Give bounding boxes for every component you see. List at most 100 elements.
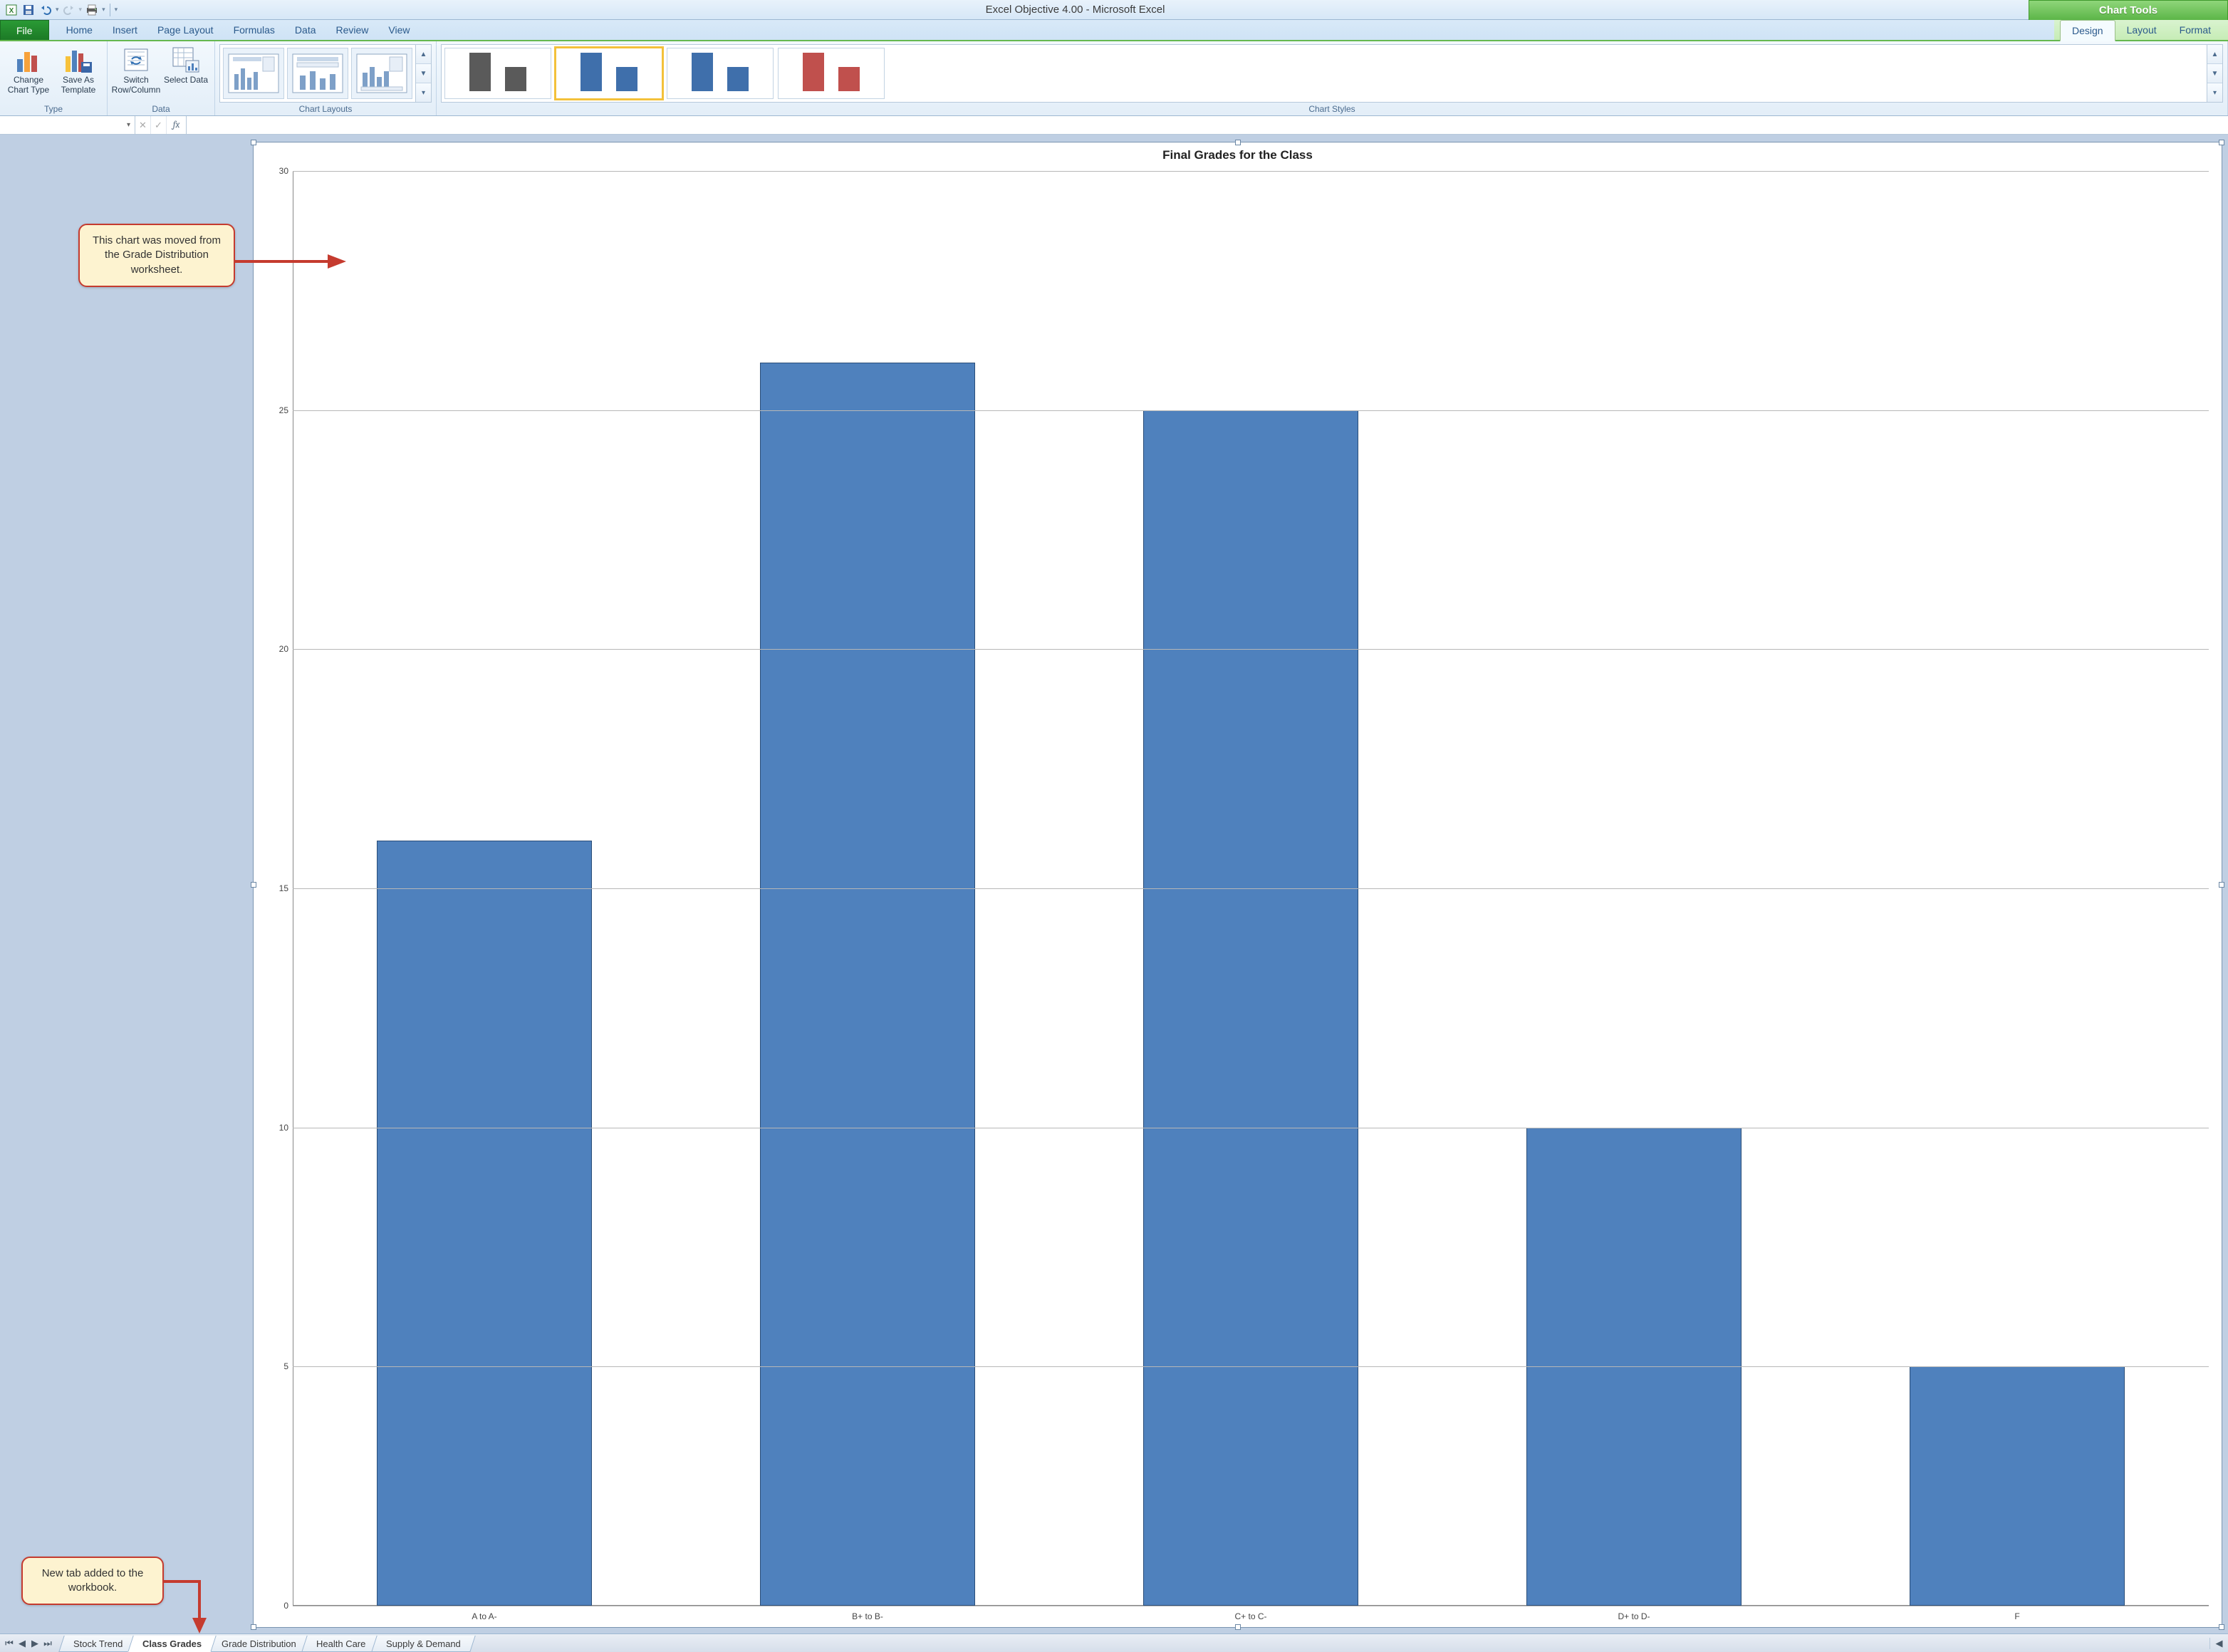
- resize-handle[interactable]: [2219, 882, 2224, 888]
- gallery-up-icon[interactable]: ▲: [416, 45, 431, 64]
- select-data-icon: [172, 46, 200, 74]
- file-tab[interactable]: File: [0, 20, 49, 40]
- x-tick-label: F: [1826, 1611, 2209, 1621]
- annotation-callout: New tab added to the workbook.: [21, 1557, 164, 1606]
- switch-icon: [122, 46, 150, 74]
- sheet-tab-health-care[interactable]: Health Care: [302, 1636, 381, 1652]
- tab-home[interactable]: Home: [56, 20, 103, 40]
- tab-formulas[interactable]: Formulas: [224, 20, 285, 40]
- first-sheet-icon[interactable]: ⏮: [3, 1636, 16, 1651]
- resize-handle[interactable]: [2219, 140, 2224, 145]
- plot-area[interactable]: 051015202530: [293, 171, 2209, 1606]
- chart-style-option[interactable]: [556, 48, 662, 99]
- last-sheet-icon[interactable]: ⏭: [41, 1636, 54, 1651]
- group-data: Switch Row/Column Select Data Data: [108, 41, 215, 115]
- gallery-more-icon[interactable]: ▾: [2207, 83, 2222, 102]
- resize-handle[interactable]: [251, 882, 256, 888]
- worksheet-area: Final Grades for the Class 051015202530 …: [0, 135, 2228, 1633]
- bar[interactable]: [1910, 1366, 2124, 1606]
- print-icon[interactable]: [85, 3, 99, 17]
- gridline: [293, 410, 2209, 411]
- select-data-button[interactable]: Select Data: [162, 44, 210, 87]
- x-tick-label: B+ to B-: [676, 1611, 1059, 1621]
- gallery-down-icon[interactable]: ▼: [2207, 64, 2222, 83]
- sheet-tab-grade-distribution[interactable]: Grade Distribution: [207, 1636, 311, 1652]
- change-chart-type-button[interactable]: Change Chart Type: [4, 44, 53, 97]
- gallery-down-icon[interactable]: ▼: [416, 64, 431, 83]
- ribbon-tabs: File HomeInsertPage LayoutFormulasDataRe…: [0, 20, 2228, 41]
- formula-input[interactable]: [187, 116, 2228, 134]
- enter-icon: ✓: [151, 116, 167, 134]
- gridline: [293, 649, 2209, 650]
- svg-text:X: X: [9, 7, 14, 15]
- resize-handle[interactable]: [2219, 1624, 2224, 1630]
- gallery-scroll: ▲ ▼ ▾: [416, 44, 432, 103]
- qat-customize-icon[interactable]: ▾: [115, 6, 118, 14]
- cancel-icon: ✕: [135, 116, 151, 134]
- resize-handle[interactable]: [1235, 140, 1241, 145]
- excel-app-icon[interactable]: X: [4, 3, 19, 17]
- sheet-tab-stock-trend[interactable]: Stock Trend: [58, 1636, 137, 1652]
- window-title: Excel Objective 4.00 - Microsoft Excel: [122, 0, 2029, 20]
- resize-handle[interactable]: [251, 1624, 256, 1630]
- undo-icon[interactable]: [38, 3, 53, 17]
- sheet-tab-supply-demand[interactable]: Supply & Demand: [371, 1636, 475, 1652]
- save-as-template-button[interactable]: Save As Template: [54, 44, 103, 97]
- next-sheet-icon[interactable]: ▶: [28, 1636, 41, 1651]
- tab-layout[interactable]: Layout: [2115, 20, 2168, 40]
- tab-format[interactable]: Format: [2168, 20, 2222, 40]
- gridline: [293, 888, 2209, 889]
- tab-design[interactable]: Design: [2060, 20, 2115, 41]
- resize-handle[interactable]: [1235, 1624, 1241, 1630]
- tab-view[interactable]: View: [378, 20, 420, 40]
- chart-object[interactable]: Final Grades for the Class 051015202530 …: [253, 142, 2222, 1628]
- gallery-up-icon[interactable]: ▲: [2207, 45, 2222, 64]
- redo-icon[interactable]: [62, 3, 76, 17]
- bar[interactable]: [377, 841, 591, 1606]
- fx-icon[interactable]: fx: [167, 116, 187, 134]
- chart-style-option[interactable]: [778, 48, 885, 99]
- bar[interactable]: [1143, 410, 1358, 1606]
- chart-template-icon: [64, 46, 93, 74]
- bar[interactable]: [760, 363, 974, 1606]
- layout-option-2[interactable]: [287, 48, 348, 99]
- group-type: Change Chart Type Save As Template Type: [0, 41, 108, 115]
- tab-page-layout[interactable]: Page Layout: [147, 20, 224, 40]
- tab-review[interactable]: Review: [326, 20, 379, 40]
- title-bar: X ▾ ▾ ▾ ▾ Excel Objective 4.00 - Microso…: [0, 0, 2228, 20]
- layout-option-3[interactable]: [351, 48, 412, 99]
- x-tick-label: C+ to C-: [1059, 1611, 1442, 1621]
- y-tick-label: 20: [269, 644, 288, 654]
- print-dropdown-icon[interactable]: ▾: [102, 6, 105, 14]
- sheet-tab-class-grades[interactable]: Class Grades: [128, 1636, 217, 1652]
- ribbon: Change Chart Type Save As Template Type …: [0, 41, 2228, 116]
- chart-title[interactable]: Final Grades for the Class: [254, 142, 2222, 165]
- group-label: Data: [112, 103, 210, 114]
- name-box[interactable]: [0, 116, 135, 134]
- contextual-tabs-group: DesignLayoutFormat: [2054, 20, 2228, 40]
- x-tick-label: A to A-: [293, 1611, 676, 1621]
- group-label: Type: [4, 103, 103, 114]
- contextual-tab-header: Chart Tools: [2029, 0, 2228, 20]
- y-tick-label: 30: [269, 166, 288, 176]
- redo-dropdown-icon[interactable]: ▾: [79, 6, 83, 14]
- tab-scroll-right-icon[interactable]: ◀: [2209, 1638, 2228, 1649]
- formula-bar: ✕ ✓ fx: [0, 116, 2228, 135]
- save-icon[interactable]: [21, 3, 36, 17]
- tab-data[interactable]: Data: [285, 20, 326, 40]
- chart-style-option[interactable]: [444, 48, 551, 99]
- tab-insert[interactable]: Insert: [103, 20, 147, 40]
- group-chart-layouts: ▲ ▼ ▾ Chart Layouts: [215, 41, 437, 115]
- resize-handle[interactable]: [251, 140, 256, 145]
- prev-sheet-icon[interactable]: ◀: [16, 1636, 28, 1651]
- group-chart-styles: ▲ ▼ ▾ Chart Styles: [437, 41, 2228, 115]
- switch-row-column-button[interactable]: Switch Row/Column: [112, 44, 160, 97]
- undo-dropdown-icon[interactable]: ▾: [56, 6, 59, 14]
- group-label: Chart Layouts: [219, 103, 432, 114]
- gridline: [293, 171, 2209, 172]
- gallery-more-icon[interactable]: ▾: [416, 83, 431, 102]
- sheet-tab-bar: ⏮ ◀ ▶ ⏭ Stock TrendClass GradesGrade Dis…: [0, 1633, 2228, 1652]
- chart-style-option[interactable]: [667, 48, 774, 99]
- layout-option-1[interactable]: [223, 48, 284, 99]
- x-tick-label: D+ to D-: [1442, 1611, 1826, 1621]
